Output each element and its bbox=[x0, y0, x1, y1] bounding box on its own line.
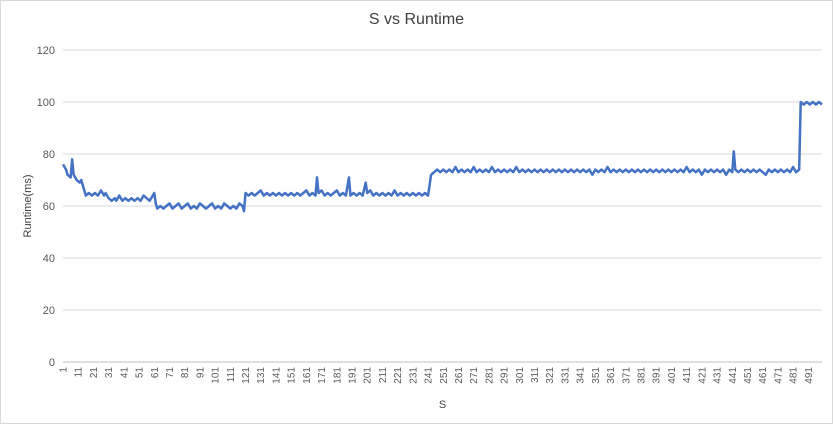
x-tick-label: 131 bbox=[256, 367, 267, 384]
x-tick-label: 491 bbox=[804, 367, 815, 384]
x-tick-label: 211 bbox=[378, 367, 389, 383]
x-tick-label: 311 bbox=[530, 367, 541, 383]
x-tick-label: 81 bbox=[180, 367, 191, 379]
x-tick-label: 111 bbox=[226, 367, 237, 383]
y-axis-ticks: 0 20 40 60 80 100 120 bbox=[37, 45, 55, 369]
y-tick-label: 60 bbox=[43, 201, 55, 213]
x-tick-label: 421 bbox=[697, 367, 708, 384]
x-tick-label: 341 bbox=[576, 367, 587, 384]
x-tick-label: 71 bbox=[165, 367, 176, 379]
x-tick-label: 51 bbox=[135, 367, 146, 379]
x-tick-label: 191 bbox=[347, 367, 358, 384]
x-tick-label: 441 bbox=[728, 367, 739, 384]
x-tick-label: 371 bbox=[621, 367, 632, 384]
x-tick-label: 381 bbox=[636, 367, 647, 384]
x-tick-label: 481 bbox=[789, 367, 800, 384]
y-tick-label: 0 bbox=[49, 357, 55, 369]
x-tick-label: 31 bbox=[104, 367, 115, 379]
x-tick-label: 121 bbox=[241, 367, 252, 384]
x-tick-label: 401 bbox=[667, 367, 678, 384]
x-tick-label: 151 bbox=[287, 367, 298, 384]
x-tick-label: 61 bbox=[150, 367, 161, 379]
x-tick-label: 271 bbox=[469, 367, 480, 384]
gridlines bbox=[63, 49, 822, 311]
y-tick-label: 120 bbox=[37, 45, 55, 57]
x-tick-label: 331 bbox=[560, 367, 571, 384]
x-tick-label: 411 bbox=[682, 367, 693, 383]
x-tick-label: 161 bbox=[302, 367, 313, 384]
x-tick-label: 1 bbox=[59, 367, 70, 373]
x-tick-label: 171 bbox=[317, 367, 328, 384]
x-tick-label: 11 bbox=[74, 367, 85, 378]
x-axis-ticks: 1 11 21 31 41 51 61 71 81 91 101 111 121 131 141 151 161… bbox=[59, 367, 815, 384]
y-tick-label: 20 bbox=[43, 305, 55, 317]
x-tick-label: 241 bbox=[424, 367, 435, 384]
x-tick-label: 181 bbox=[332, 367, 343, 384]
x-tick-label: 141 bbox=[271, 367, 282, 384]
x-tick-label: 261 bbox=[454, 367, 465, 384]
x-tick-label: 231 bbox=[408, 367, 419, 384]
y-tick-label: 40 bbox=[43, 253, 55, 265]
x-tick-label: 471 bbox=[773, 367, 784, 384]
y-axis-label: Runtime(ms) bbox=[22, 175, 34, 238]
x-tick-label: 451 bbox=[743, 367, 754, 384]
x-tick-label: 21 bbox=[89, 367, 100, 379]
x-tick-label: 361 bbox=[606, 367, 617, 384]
y-tick-label: 80 bbox=[43, 149, 55, 161]
runtime-series-line bbox=[61, 100, 823, 213]
x-tick-label: 461 bbox=[758, 367, 769, 384]
x-tick-label: 281 bbox=[484, 367, 495, 384]
x-axis-label: S bbox=[439, 399, 446, 411]
x-tick-label: 321 bbox=[545, 367, 556, 384]
x-tick-label: 291 bbox=[500, 367, 511, 384]
x-tick-label: 301 bbox=[515, 367, 526, 384]
x-tick-label: 391 bbox=[652, 367, 663, 384]
x-tick-label: 351 bbox=[591, 367, 602, 384]
x-tick-label: 201 bbox=[363, 367, 374, 384]
x-tick-label: 101 bbox=[211, 367, 222, 384]
chart-title: S vs Runtime bbox=[368, 11, 465, 28]
x-tick-label: 431 bbox=[713, 367, 724, 384]
x-tick-label: 41 bbox=[119, 367, 130, 379]
x-tick-label: 91 bbox=[195, 367, 206, 379]
x-tick-label: 251 bbox=[439, 367, 450, 384]
x-tick-label: 221 bbox=[393, 367, 404, 384]
y-tick-label: 100 bbox=[37, 97, 55, 109]
